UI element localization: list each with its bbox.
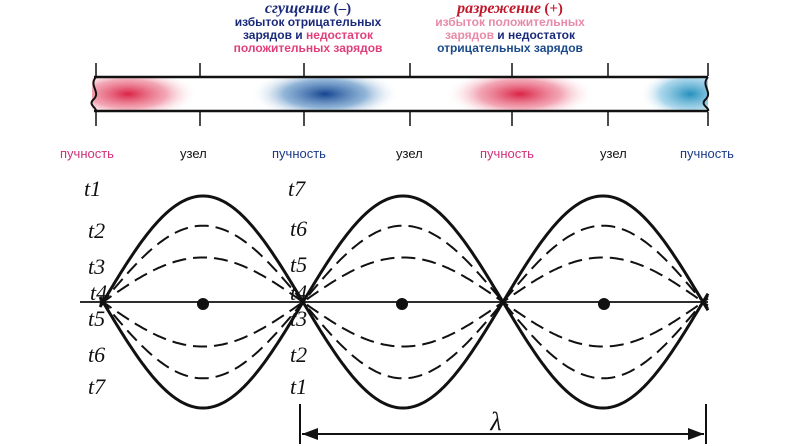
node-point-2 xyxy=(396,298,408,310)
wavelength-symbol: λ xyxy=(489,407,501,436)
time-label-mid-6: t6 xyxy=(290,216,307,241)
label-node-1: узел xyxy=(180,146,207,161)
time-label-left-2: t2 xyxy=(88,218,105,243)
time-label-left-3: t3 xyxy=(88,254,105,279)
rarefaction-line2b: и недостаток xyxy=(493,28,576,42)
time-label-mid-4: t4 xyxy=(290,280,307,305)
rarefaction-line3: отрицательных зарядов xyxy=(437,41,583,55)
rarefaction-title: разрежение xyxy=(457,0,542,17)
compression-sign: (–) xyxy=(333,1,352,17)
charge-cloud-blue xyxy=(250,77,400,111)
time-label-mid-7: t7 xyxy=(288,176,306,201)
time-label-mid-2: t2 xyxy=(290,342,307,367)
compression-line2b: недостаток xyxy=(306,28,374,42)
wavelength-arrowhead-left xyxy=(302,428,318,440)
wavelength-arrowhead-right xyxy=(688,428,704,440)
compression-annotation: сгущение (–) избыток отрицательных заряд… xyxy=(208,0,408,55)
wave-snapshot-6 xyxy=(98,194,710,410)
time-label-left-1: t1 xyxy=(84,176,101,201)
rod-left-end xyxy=(90,76,98,112)
label-node-2: узел xyxy=(396,146,423,161)
time-label-left-5: t5 xyxy=(88,306,105,331)
charge-cloud-right-teal xyxy=(640,77,708,111)
label-antinode-4: пучность xyxy=(680,146,734,161)
time-label-mid-3: t3 xyxy=(290,306,307,331)
wave-snapshot-2 xyxy=(99,224,709,380)
node-point-3 xyxy=(598,298,610,310)
compression-line1: избыток отрицательных xyxy=(234,15,382,29)
wave-snapshot-3 xyxy=(99,256,709,348)
wave-snapshot-4 xyxy=(99,256,709,348)
rarefaction-annotation: разрежение (+) избыток положительных зар… xyxy=(410,0,610,55)
rod-right-end xyxy=(702,76,710,112)
time-label-left-7: t7 xyxy=(88,374,106,399)
label-antinode-3: пучность xyxy=(480,146,534,161)
time-label-left-4: t4 xyxy=(90,280,107,305)
time-label-mid-5: t5 xyxy=(290,252,307,277)
charge-cloud-left-red xyxy=(92,77,198,111)
wave-snapshot-1 xyxy=(98,194,710,410)
rarefaction-line1: избыток положительных xyxy=(435,15,585,29)
rarefaction-line2a: зарядов xyxy=(444,28,494,42)
wave-snapshot-5 xyxy=(99,224,709,380)
time-label-left-6: t6 xyxy=(88,342,105,367)
time-label-mid-1: t1 xyxy=(290,374,307,399)
charge-cloud-red xyxy=(445,77,595,111)
label-antinode-2: пучность xyxy=(272,146,326,161)
label-antinode-1: пучность xyxy=(60,146,114,161)
node-point-1 xyxy=(197,298,209,310)
rod-diagram xyxy=(90,63,710,126)
rarefaction-sign: (+) xyxy=(544,1,563,17)
compression-line3: положительных зарядов xyxy=(233,41,383,55)
label-node-3: узел xyxy=(600,146,627,161)
compression-line2a: зарядов и xyxy=(242,28,307,42)
compression-title: сгущение xyxy=(264,0,331,17)
